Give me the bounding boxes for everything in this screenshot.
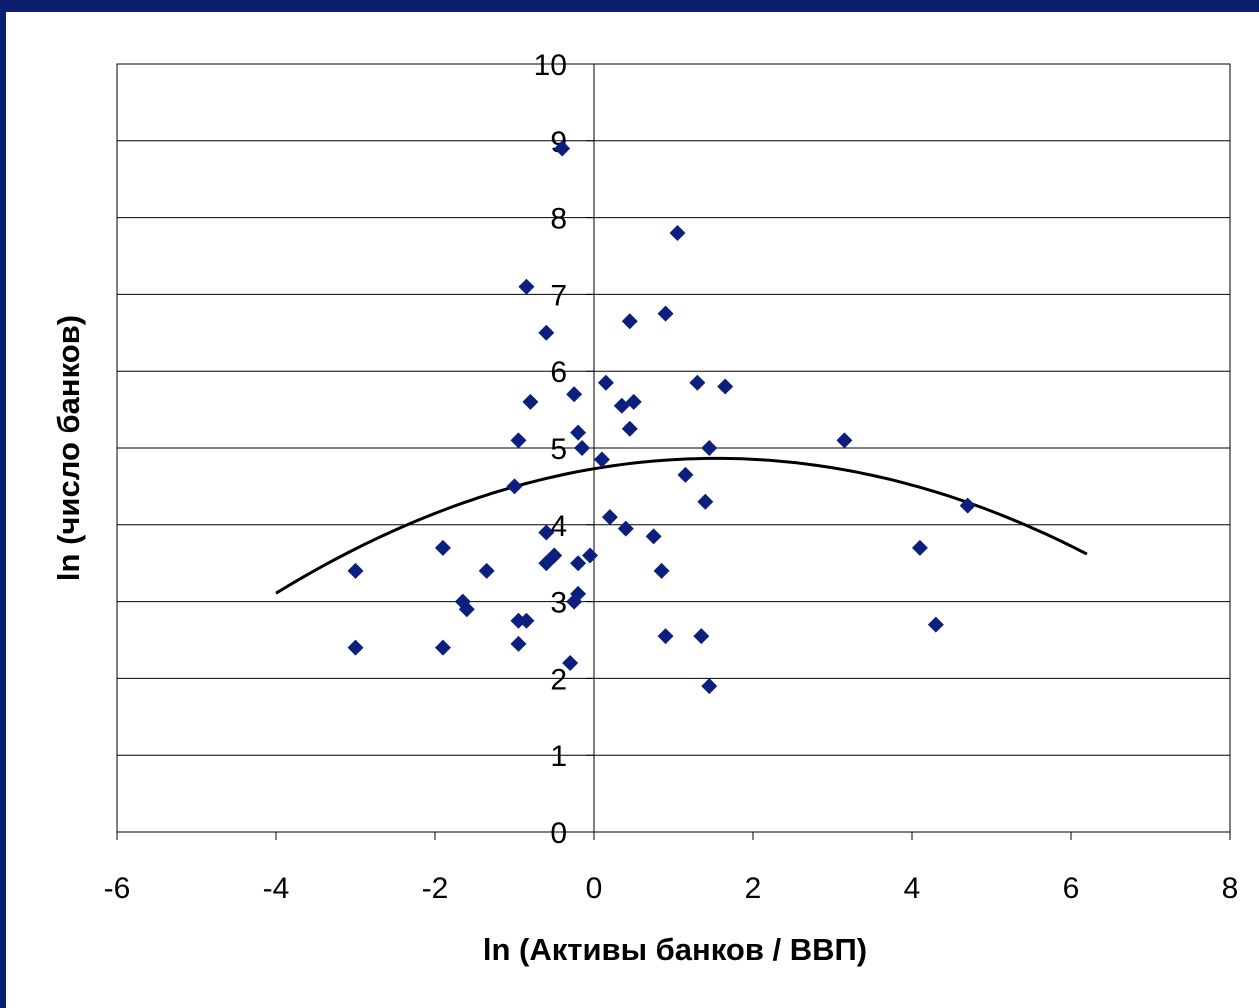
data-point xyxy=(653,562,670,579)
data-point xyxy=(689,374,706,391)
axes xyxy=(116,63,1231,840)
data-point xyxy=(701,678,718,695)
data-point xyxy=(669,224,686,241)
data-points xyxy=(347,140,976,695)
y-axis-label: ln (число банков) xyxy=(51,315,86,581)
y-tick-label: 7 xyxy=(550,279,567,312)
data-point xyxy=(911,539,928,556)
data-point xyxy=(621,420,638,437)
slide-background: -6 -4 -2 0 2 4 6 8 0 1 2 3 4 5 6 7 8 9 10 ln (Активы банко… xyxy=(6,12,1259,1008)
data-point xyxy=(601,509,618,526)
data-point xyxy=(546,547,563,564)
data-point xyxy=(518,278,535,295)
x-tick-label: 0 xyxy=(586,872,603,905)
data-point xyxy=(677,466,694,483)
data-point xyxy=(347,562,364,579)
data-point xyxy=(621,313,638,330)
data-point xyxy=(562,655,579,672)
gridlines xyxy=(117,63,1230,756)
data-point xyxy=(518,612,535,629)
y-tick-label: 0 xyxy=(550,817,567,850)
y-tick-label: 4 xyxy=(550,510,567,543)
data-point xyxy=(613,397,630,414)
data-point xyxy=(836,432,853,449)
x-tick-label: -2 xyxy=(422,872,449,905)
data-point xyxy=(582,547,599,564)
data-point xyxy=(434,639,451,656)
y-tick-label: 10 xyxy=(534,49,567,82)
data-point xyxy=(570,555,587,572)
data-point xyxy=(347,639,364,656)
y-tick-label: 8 xyxy=(550,203,567,236)
x-tick-label: 6 xyxy=(1063,872,1080,905)
x-tick-label: 2 xyxy=(745,872,762,905)
y-tick-label: 1 xyxy=(550,740,567,773)
data-point xyxy=(693,628,710,645)
x-tick-label: -4 xyxy=(263,872,290,905)
data-point xyxy=(538,324,555,341)
data-point xyxy=(697,493,714,510)
y-tick-label: 3 xyxy=(550,587,567,620)
data-point xyxy=(657,628,674,645)
data-point xyxy=(554,140,571,157)
x-axis-label: ln (Активы банков / ВВП) xyxy=(483,932,867,967)
data-point xyxy=(574,440,591,456)
data-point xyxy=(617,520,634,537)
trend-line xyxy=(275,456,1088,595)
data-point xyxy=(458,601,475,618)
data-point xyxy=(959,497,976,514)
data-point xyxy=(593,451,610,468)
y-tick-label: 2 xyxy=(550,663,567,696)
data-point xyxy=(645,528,662,545)
data-point xyxy=(701,440,718,456)
x-tick-label: 4 xyxy=(904,872,921,905)
data-point xyxy=(566,386,583,403)
data-point xyxy=(570,585,587,602)
data-point xyxy=(717,378,734,395)
data-point xyxy=(657,305,674,322)
data-point xyxy=(625,393,642,410)
data-point xyxy=(434,539,451,556)
data-point xyxy=(506,478,523,495)
y-tick-label: 5 xyxy=(550,433,567,466)
y-tick-label: 6 xyxy=(550,356,567,389)
data-point xyxy=(522,393,539,410)
x-tick-label: -6 xyxy=(104,872,131,905)
data-point xyxy=(478,562,495,579)
data-point xyxy=(570,424,587,441)
data-point xyxy=(538,524,555,541)
data-point xyxy=(597,374,614,391)
x-tick-label: 8 xyxy=(1222,872,1239,905)
data-point xyxy=(927,616,944,633)
